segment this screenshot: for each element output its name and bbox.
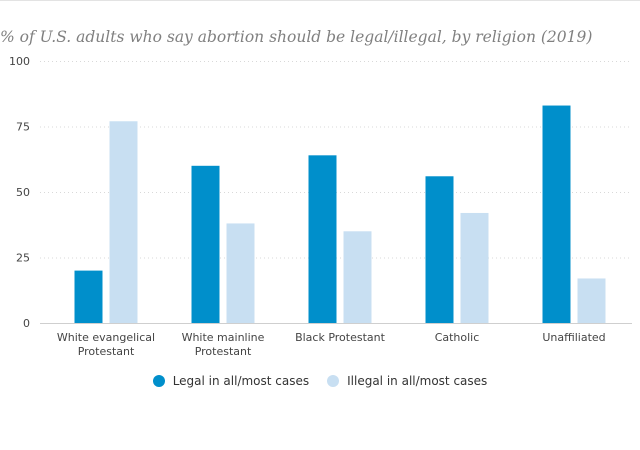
y-tick-label: 100 <box>9 55 30 68</box>
bars <box>74 105 606 323</box>
x-tick-label: White mainline Protestant <box>182 331 265 358</box>
bar-illegal[interactable] <box>109 121 138 323</box>
top-divider <box>0 0 640 1</box>
bar-legal[interactable] <box>542 105 571 323</box>
bar-legal[interactable] <box>191 165 220 323</box>
legend-label-illegal: Illegal in all/most cases <box>347 374 488 388</box>
legend-label-legal: Legal in all/most cases <box>172 374 310 388</box>
bar-legal[interactable] <box>74 270 103 323</box>
bar-legal[interactable] <box>308 155 337 323</box>
y-tick-label: 75 <box>16 121 30 134</box>
y-tick-label: 50 <box>16 186 30 199</box>
legend-item-illegal[interactable]: Illegal in all/most cases <box>327 374 487 388</box>
y-tick-label: 25 <box>16 252 30 265</box>
legend-swatch-illegal <box>327 375 340 387</box>
bar-illegal[interactable] <box>577 278 606 323</box>
legend-swatch-legal <box>152 375 165 387</box>
legend: Legal in all/most cases Illegal in all/m… <box>0 374 640 388</box>
bar-illegal[interactable] <box>460 212 489 323</box>
chart-title: % of U.S. adults who say abortion should… <box>0 28 593 46</box>
y-tick-label: 0 <box>23 317 30 330</box>
bar-illegal[interactable] <box>226 223 255 323</box>
bar-legal[interactable] <box>425 176 454 323</box>
x-tick-label: Catholic <box>435 331 480 344</box>
legend-item-legal[interactable]: Legal in all/most cases <box>152 374 310 388</box>
x-tick-label: Unaffiliated <box>542 331 605 344</box>
bar-illegal[interactable] <box>343 231 372 323</box>
x-tick-label: Black Protestant <box>295 331 386 344</box>
y-axis-ticks: 0 25 50 75 100 <box>9 55 30 330</box>
x-axis-ticks: White evangelical Protestant White mainlin… <box>57 331 606 358</box>
x-tick-label: White evangelical Protestant <box>57 331 155 358</box>
